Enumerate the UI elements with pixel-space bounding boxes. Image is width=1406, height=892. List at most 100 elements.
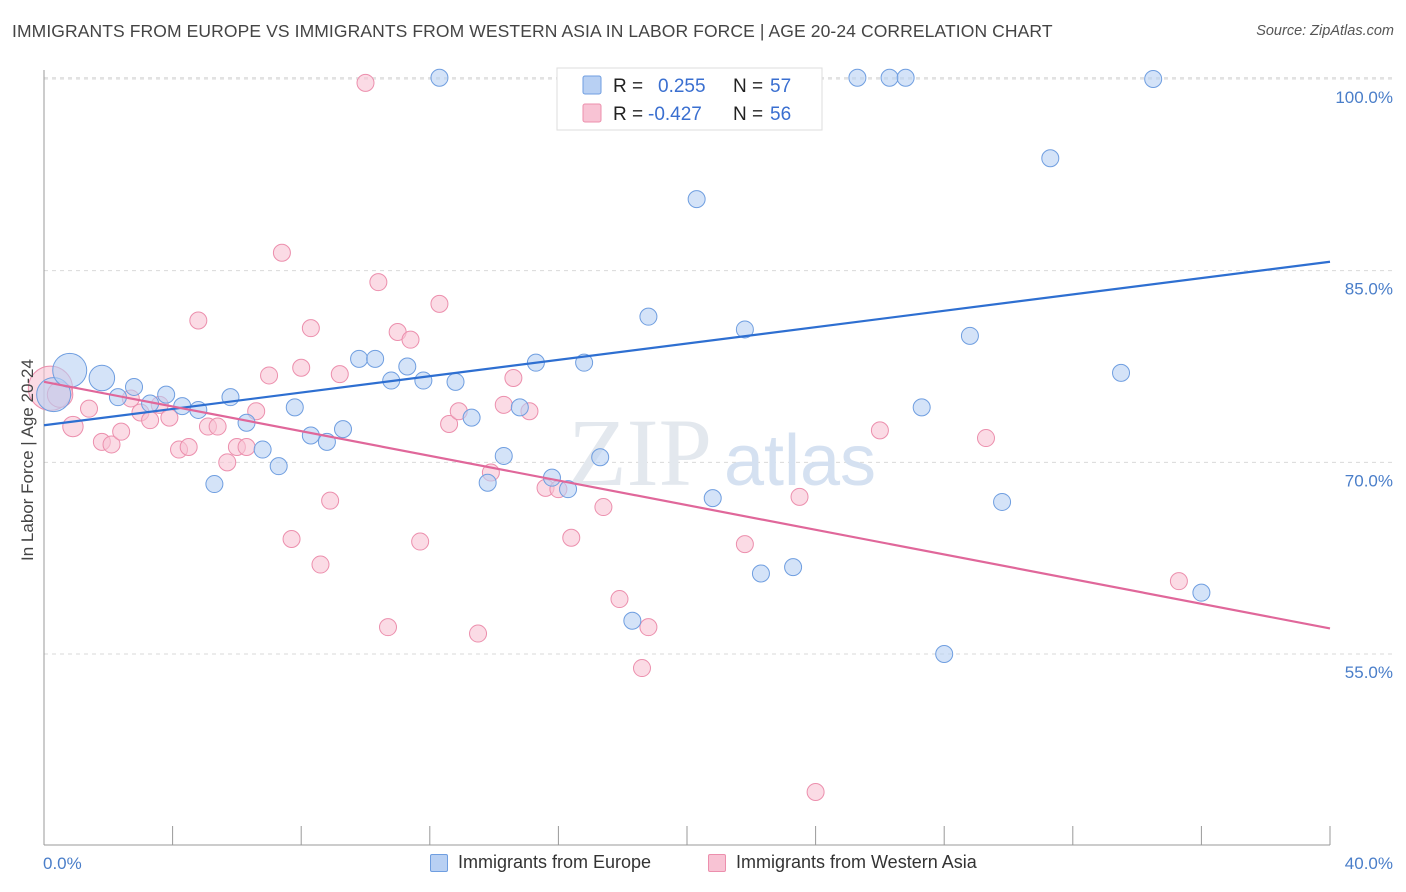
europe-point-55 [1112, 363, 1131, 382]
wasia-point-5 [102, 435, 121, 454]
watermark: ZIP atlas [568, 399, 876, 506]
europe-point-27 [494, 446, 513, 465]
wasia-point-41 [504, 369, 523, 387]
wasia-point-36 [440, 415, 459, 433]
series-europe-points [36, 68, 1211, 663]
wasia-point-9 [141, 411, 160, 430]
europe-point-14 [285, 398, 304, 417]
watermark-atlas: atlas [724, 421, 876, 501]
legend-r-label-europe: R = [613, 76, 643, 97]
wasia-point-54 [976, 429, 995, 448]
europe-point-47 [848, 68, 867, 87]
wasia-point-16 [208, 417, 227, 436]
wasia-point-47 [610, 590, 629, 609]
wasia-point-30 [369, 273, 388, 292]
wasia-point-35 [430, 294, 449, 313]
wasia-point-19 [237, 438, 256, 456]
legend-r-value-europe: 0.255 [658, 76, 706, 97]
source-label: Source: ZipAtlas.com [1256, 23, 1394, 39]
bottom-legend-item-wasia: Immigrants from Western Asia [708, 852, 977, 873]
wasia-point-52 [806, 783, 825, 801]
wasia-point-31 [379, 618, 398, 637]
wasia-point-38 [469, 624, 488, 643]
wasia-point-22 [272, 243, 291, 262]
europe-point-1 [52, 352, 88, 388]
europe-point-39 [687, 190, 706, 209]
wasia-point-21 [260, 366, 279, 385]
bottom-legend-swatch-europe [430, 853, 448, 872]
europe-point-28 [510, 398, 529, 417]
wasia-point-49 [639, 618, 658, 637]
x-tick-label-0: 0.0% [43, 854, 82, 873]
europe-point-21 [398, 357, 417, 376]
wasia-point-46 [594, 498, 613, 517]
wasia-point-33 [401, 330, 420, 349]
wasia-point-17 [218, 453, 237, 472]
europe-point-33 [591, 448, 610, 467]
y-tick-label-2: 85.0% [1345, 280, 1393, 299]
legend-r-value-wasia: -0.427 [648, 104, 702, 125]
europe-point-51 [935, 645, 954, 663]
y-tick-labels: 55.0% 70.0% 85.0% 100.0% [1335, 88, 1393, 682]
europe-point-45 [784, 558, 803, 577]
trend-line-europe [43, 260, 1331, 427]
europe-point-56 [1144, 70, 1163, 88]
gridlines [44, 77, 1392, 655]
chart-title: IMMIGRANTS FROM EUROPE VS IMMIGRANTS FRO… [12, 21, 1053, 41]
legend-n-value-wasia: 56 [770, 104, 791, 125]
legend-n-label-europe: N = [733, 76, 763, 97]
europe-point-36 [639, 307, 658, 326]
trend-lines [43, 260, 1331, 630]
wasia-point-13 [179, 438, 198, 456]
y-axis-label: In Labor Force | Age 20-24 [18, 359, 37, 561]
europe-point-53 [993, 492, 1012, 511]
x-tick-label-1: 40.0% [1345, 854, 1393, 873]
europe-point-4 [125, 377, 144, 396]
europe-point-6 [157, 385, 176, 404]
legend-n-label-wasia: N = [733, 104, 763, 125]
bottom-legend-label-europe: Immigrants from Europe [458, 852, 652, 872]
europe-point-13 [269, 457, 288, 476]
wasia-point-14 [189, 311, 208, 330]
wasia-point-28 [330, 365, 349, 384]
wasia-point-27 [321, 491, 340, 510]
europe-point-23 [430, 68, 449, 87]
watermark-zip: ZIP [568, 399, 712, 506]
europe-point-54 [1041, 149, 1060, 168]
y-tick-label-3: 100.0% [1335, 88, 1393, 107]
wasia-point-25 [301, 319, 320, 338]
europe-point-50 [912, 398, 931, 417]
legend-box: R = 0.255 N = 57 R = -0.427 N = 56 [556, 67, 823, 131]
europe-point-17 [333, 420, 352, 439]
wasia-point-34 [411, 532, 430, 551]
europe-point-24 [446, 372, 465, 391]
wasia-point-3 [80, 399, 99, 418]
wasia-point-45 [562, 528, 581, 547]
europe-point-18 [350, 349, 369, 368]
axes [43, 70, 1331, 846]
europe-point-43 [751, 564, 770, 583]
europe-point-22 [414, 371, 433, 390]
wasia-point-23 [282, 530, 301, 548]
wasia-point-50 [735, 535, 754, 554]
wasia-point-51 [790, 487, 809, 506]
europe-point-52 [960, 326, 979, 345]
x-tick-labels: 0.0% 40.0% [43, 854, 1393, 873]
europe-point-35 [623, 611, 642, 630]
wasia-point-24 [292, 358, 311, 377]
wasia-point-20 [247, 402, 266, 421]
wasia-point-26 [311, 555, 330, 574]
europe-point-26 [478, 473, 497, 492]
europe-point-32 [575, 353, 594, 372]
trend-line-wasia [43, 380, 1331, 630]
wasia-point-2 [62, 415, 84, 438]
legend-swatch-wasia [582, 103, 602, 123]
legend-swatch-europe [582, 75, 602, 95]
wasia-point-55 [1169, 572, 1188, 591]
bottom-legend: Immigrants from Europe Immigrants from W… [0, 852, 1406, 878]
wasia-point-29 [356, 73, 375, 92]
legend-n-value-europe: 57 [770, 76, 791, 97]
europe-point-48 [880, 68, 899, 87]
wasia-point-48 [632, 659, 651, 678]
